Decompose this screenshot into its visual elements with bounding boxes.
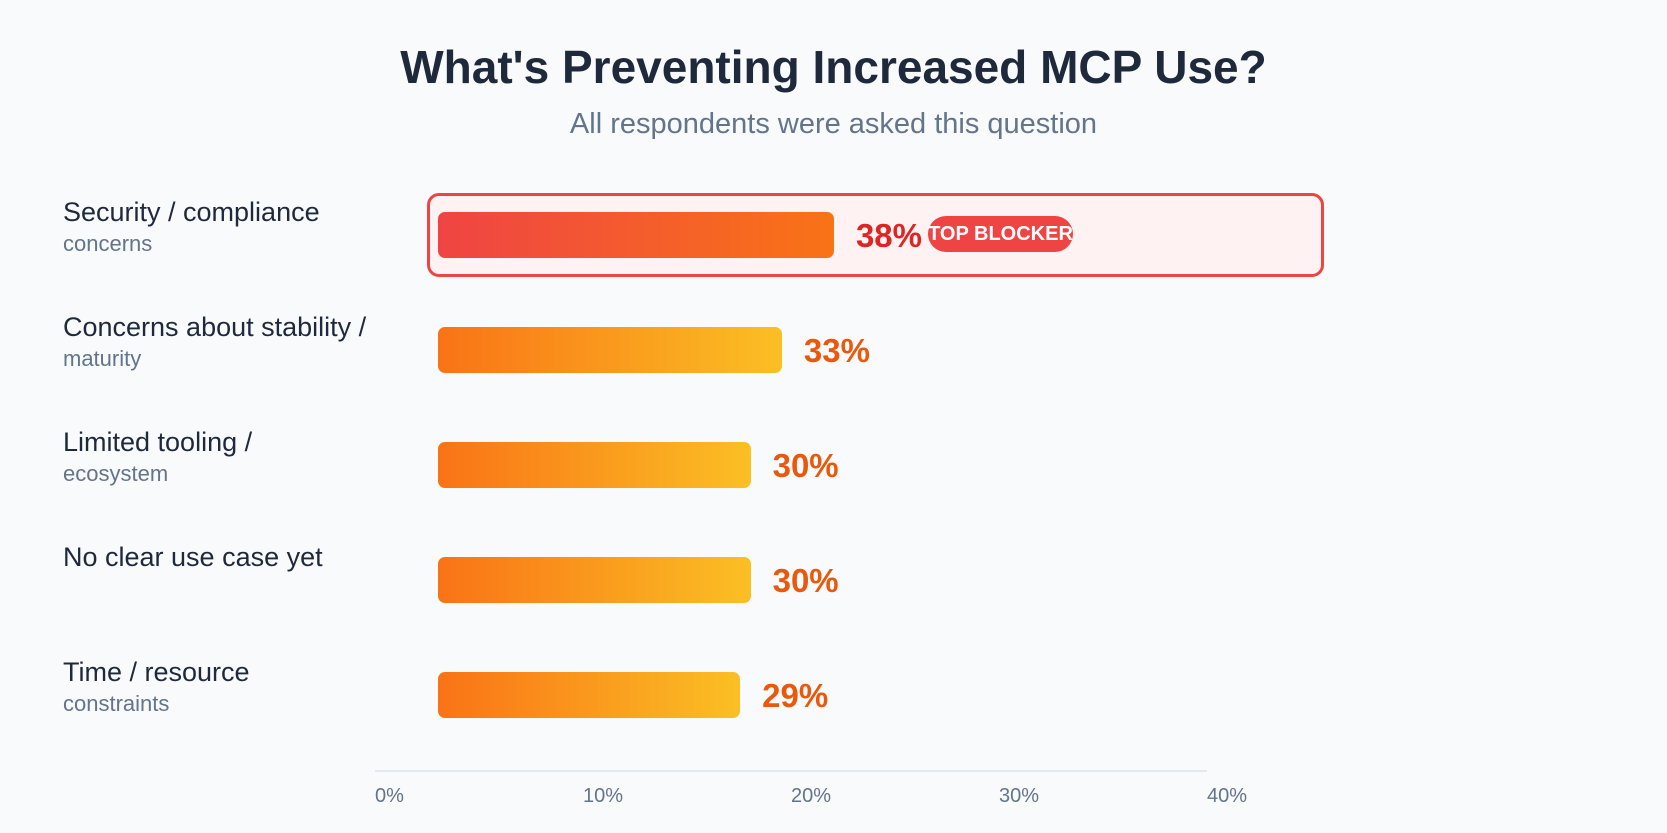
category-label: Concerns about stability / (63, 312, 367, 342)
bar (438, 672, 741, 718)
bar (438, 442, 751, 488)
x-axis-line (375, 770, 1207, 772)
category-label: Limited tooling / (63, 427, 253, 457)
chart-subtitle: All respondents were asked this question (569, 108, 1098, 140)
chart-title: What's Preventing Increased MCP Use? (400, 41, 1267, 93)
top-blocker-badge: TOP BLOCKER (928, 216, 1073, 252)
value-label: 30% (772, 562, 839, 599)
x-tick-label: 20% (791, 785, 832, 807)
bar (438, 557, 751, 603)
value-label: 29% (762, 677, 829, 714)
bar-row: Concerns about stability / maturity 33% (0, 310, 1667, 425)
value-label: 30% (772, 447, 839, 484)
category-label: Time / resource (63, 657, 250, 687)
bar-row: Security / compliance concerns 38% TOP BLOC… (0, 193, 1667, 310)
x-tick-label: 0% (375, 785, 404, 807)
x-tick-label: 10% (583, 785, 624, 807)
value-label: 33% (803, 332, 870, 369)
category-sublabel: concerns (63, 231, 153, 256)
bar (438, 212, 834, 258)
x-tick-label: 40% (1207, 785, 1248, 807)
category-sublabel: maturity (63, 346, 142, 371)
value-label: 38% (855, 217, 923, 254)
bar-row: No clear use case yet 30% (0, 540, 1667, 655)
category-sublabel: constraints (63, 691, 170, 716)
category-label: No clear use case yet (63, 542, 323, 572)
x-tick-label: 30% (999, 785, 1040, 807)
bar (438, 327, 782, 373)
category-label: Security / compliance (63, 197, 320, 227)
category-sublabel: ecosystem (63, 461, 169, 486)
bar-row: Time / resource constraints 29% (0, 655, 1667, 770)
bar-row: Limited tooling / ecosystem 30% (0, 425, 1667, 540)
